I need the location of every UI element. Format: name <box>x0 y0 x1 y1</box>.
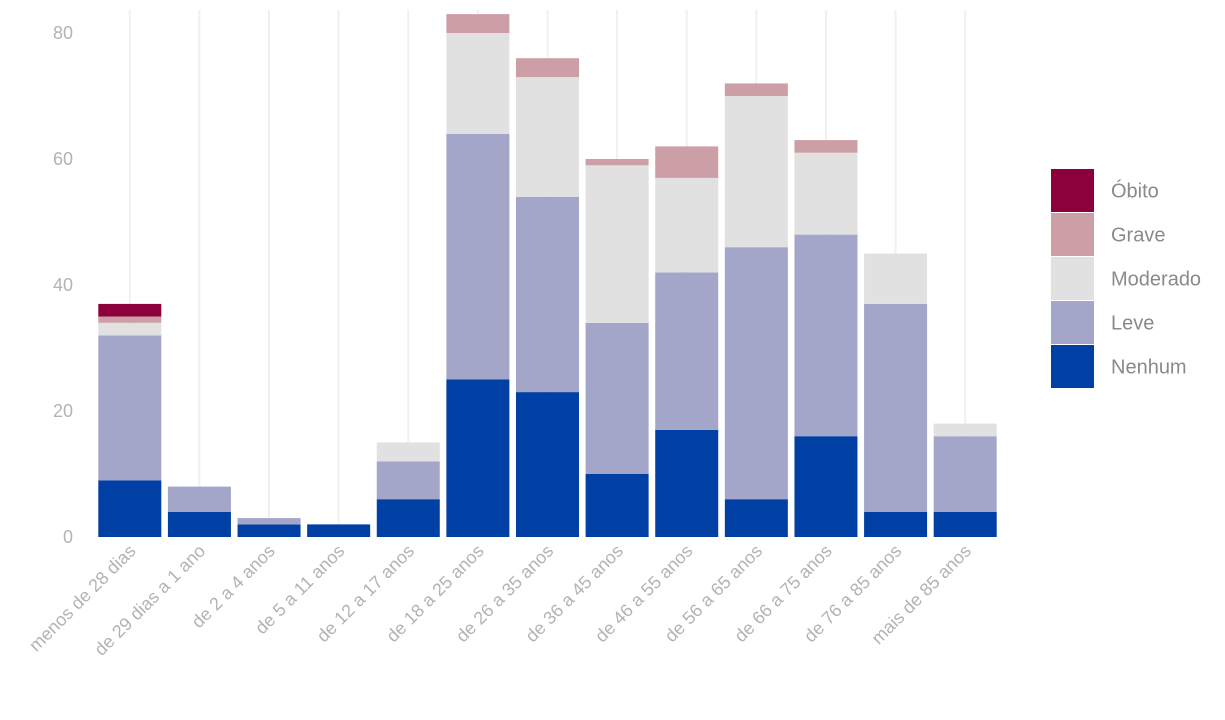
bar-segment-nenhum <box>655 429 719 537</box>
bar-segment-moderado <box>655 177 719 273</box>
bar-segment-leve <box>724 247 788 500</box>
legend-label: Óbito <box>1111 180 1159 203</box>
bar-segment-grave <box>794 140 858 153</box>
y-tick-label: 40 <box>53 275 73 295</box>
bar-segment-nenhum <box>864 511 928 537</box>
legend-label: Leve <box>1111 313 1154 335</box>
bar-segment-nenhum <box>585 474 649 537</box>
y-tick-label: 0 <box>63 527 73 547</box>
bar-segment-moderado <box>446 33 510 134</box>
legend-label: Moderado <box>1111 269 1201 291</box>
bar-segment-leve <box>98 335 162 481</box>
bar-segment-moderado <box>794 152 858 235</box>
bar-segment-leve <box>655 272 719 430</box>
bar-segment-nenhum <box>237 524 301 537</box>
bar-segment-grave <box>724 83 788 96</box>
bar-segment-grave <box>516 58 579 78</box>
bar-segment-moderado <box>724 96 788 248</box>
bar-segment-grave <box>98 316 162 323</box>
bar-segment-leve <box>585 322 649 474</box>
bar-segment-moderado <box>98 322 162 336</box>
y-tick-label: 20 <box>53 401 73 421</box>
bar-segment-leve <box>376 461 440 500</box>
bar-segment-óbito <box>98 303 162 317</box>
bar-segment-grave <box>446 14 510 33</box>
bar-segment-nenhum <box>794 436 858 537</box>
bars-layer <box>98 14 997 537</box>
bar-segment-leve <box>237 518 301 525</box>
legend-key <box>1051 301 1094 344</box>
bar-segment-nenhum <box>98 480 162 537</box>
bar-segment-grave <box>655 146 719 178</box>
legend-key <box>1051 345 1094 388</box>
bar-segment-moderado <box>864 253 928 304</box>
y-tick-label: 80 <box>53 23 73 43</box>
bar-segment-nenhum <box>446 379 510 537</box>
legend-key <box>1051 169 1094 212</box>
bar-segment-leve <box>516 196 579 393</box>
y-axis: 0 20 40 60 80 <box>53 23 73 547</box>
legend: Óbito Grave Moderado Leve Nenhum <box>1051 169 1201 388</box>
legend-key <box>1051 213 1094 256</box>
bar-segment-nenhum <box>724 499 788 537</box>
bar-segment-leve <box>446 133 510 380</box>
bar-segment-nenhum <box>307 524 371 537</box>
bar-segment-leve <box>167 486 231 512</box>
bar-segment-grave <box>585 159 649 166</box>
y-tick-label: 60 <box>53 149 73 169</box>
bar-segment-moderado <box>516 77 579 197</box>
legend-label: Grave <box>1111 225 1165 247</box>
legend-label: Nenhum <box>1111 357 1187 379</box>
bar-segment-moderado <box>933 423 997 437</box>
bar-segment-leve <box>933 436 997 512</box>
bar-segment-moderado <box>585 165 649 323</box>
bar-segment-moderado <box>376 442 440 462</box>
bar-segment-nenhum <box>167 511 231 537</box>
bar-segment-leve <box>794 234 858 437</box>
bar-segment-nenhum <box>933 511 997 537</box>
legend-key <box>1051 257 1094 300</box>
bar-segment-nenhum <box>376 499 440 537</box>
bar-segment-leve <box>864 303 928 512</box>
bar-segment-nenhum <box>516 392 579 537</box>
